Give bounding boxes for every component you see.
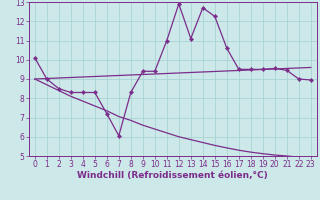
X-axis label: Windchill (Refroidissement éolien,°C): Windchill (Refroidissement éolien,°C) <box>77 171 268 180</box>
